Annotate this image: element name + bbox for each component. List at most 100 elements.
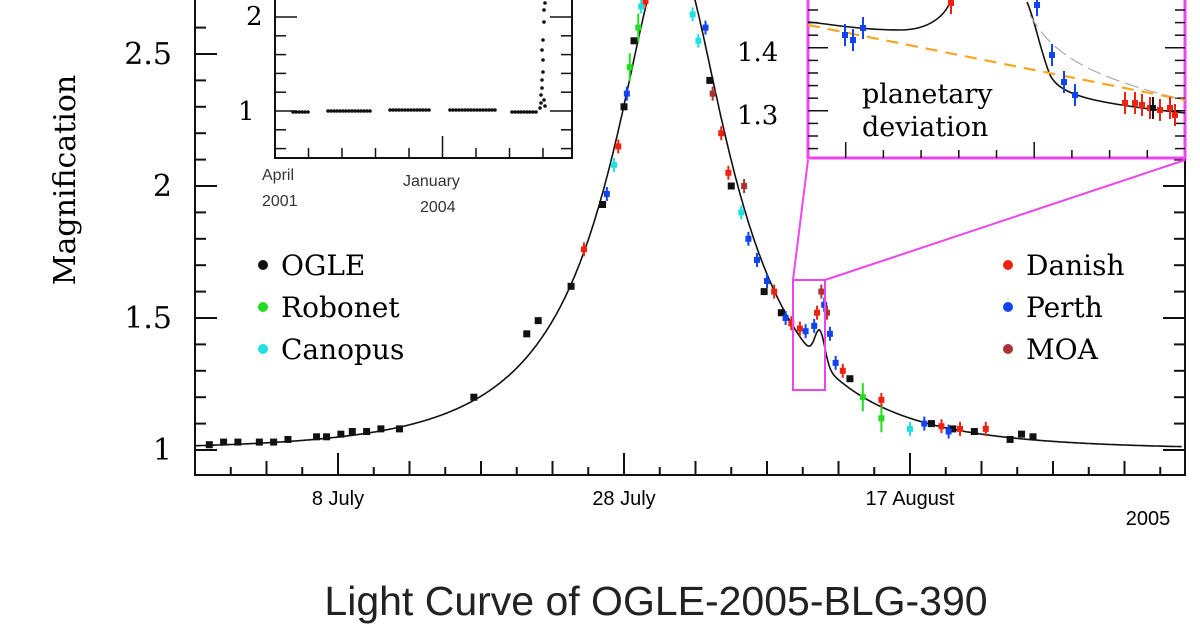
- inset-data-point: [1061, 79, 1067, 85]
- data-point-ogle: [323, 433, 331, 441]
- inset-data-point: [294, 110, 298, 114]
- plot-frame: [194, 0, 1186, 476]
- data-point-danish: [796, 325, 803, 332]
- inset-data-point: [1167, 105, 1173, 111]
- inset-data-point: [1049, 52, 1055, 58]
- data-point-ogle: [777, 309, 785, 317]
- inset-data-point: [531, 110, 535, 114]
- inset-data-point: [335, 109, 339, 113]
- inset-data-point: [540, 78, 544, 82]
- data-point-ogle: [630, 37, 638, 45]
- x-tick-label: 8 July: [312, 488, 364, 510]
- inset-data-point: [368, 109, 372, 113]
- inset-data-point: [1150, 105, 1156, 111]
- legend-marker: [1003, 260, 1013, 270]
- inset-long-term: 2 1 April 2001 January 2004: [238, 0, 573, 216]
- legend-marker: [258, 260, 268, 270]
- inset-data-point: [415, 108, 419, 112]
- data-point-canopus: [695, 37, 702, 44]
- inset-data-point: [1132, 100, 1138, 106]
- data-point-danish: [615, 143, 622, 150]
- data-point-moa: [818, 288, 825, 295]
- legend-label: Perth: [1026, 291, 1103, 324]
- inset-data-point: [400, 108, 404, 112]
- inset-data-point: [403, 108, 407, 112]
- data-point-danish: [839, 367, 846, 374]
- data-point-ogle: [284, 435, 292, 443]
- inset-data-point: [457, 108, 461, 112]
- inset-right-ytick: 1.4: [737, 38, 778, 68]
- inset-data-point: [525, 110, 529, 114]
- data-point-ogle: [846, 375, 854, 383]
- data-point-moa: [741, 183, 748, 189]
- inset-data-point: [466, 108, 470, 112]
- inset-data-point: [1072, 92, 1078, 98]
- inset-data-point: [860, 25, 866, 31]
- inset-data-point: [842, 32, 848, 38]
- inset-left-ytick: 1: [238, 97, 255, 127]
- inset-data-point: [541, 58, 545, 62]
- data-point-ogle: [1029, 433, 1037, 441]
- inset-data-point: [291, 110, 295, 114]
- inset-data-point: [454, 108, 458, 112]
- data-point-ogle: [534, 317, 542, 325]
- inset-data-point: [424, 108, 428, 112]
- data-point-ogle: [949, 425, 957, 433]
- inset-alt-model: [1029, 14, 1186, 101]
- inset-data-point: [359, 109, 363, 113]
- no-planet-model: [807, 23, 1186, 102]
- inset-data-point: [1172, 112, 1178, 118]
- inset-data-point: [412, 108, 416, 112]
- inset-planetary-deviation: 1.4 1.3 planetary deviation: [737, 0, 1187, 160]
- inset-data-point: [451, 108, 455, 112]
- inset-data-point: [394, 108, 398, 112]
- inset-data-point: [353, 109, 357, 113]
- y-tick-label: 1: [153, 433, 172, 468]
- data-point-ogle: [270, 438, 278, 446]
- inset-model-curve: [807, 1, 951, 31]
- inset-data-point: [409, 108, 413, 112]
- data-point-canopus: [738, 209, 745, 216]
- inset-data-point: [427, 108, 431, 112]
- data-point-danish: [642, 0, 649, 5]
- inset-data-point: [513, 110, 517, 114]
- zoom-connector-right: [824, 159, 1186, 281]
- inset-left-xlabel: 2004: [420, 199, 456, 216]
- inset-data-point: [1122, 100, 1128, 106]
- data-point-ogle: [620, 103, 628, 111]
- inset-data-point: [541, 38, 545, 42]
- data-point-danish: [788, 320, 795, 327]
- y-tick-label: 2: [153, 169, 172, 204]
- data-point-ogle: [706, 76, 714, 84]
- data-point-danish: [718, 130, 725, 137]
- y-axis-label: Magnification: [48, 75, 83, 285]
- legend-marker: [1003, 302, 1013, 312]
- inset-data-point: [297, 110, 301, 114]
- data-point-ogle: [395, 425, 403, 433]
- data-point-robonet: [626, 64, 633, 71]
- inset-data-point: [540, 86, 544, 90]
- data-point-ogle: [1006, 435, 1014, 443]
- data-point-perth: [811, 322, 818, 329]
- legend-label: Canopus: [281, 333, 404, 366]
- data-point-ogle: [760, 288, 768, 296]
- x-tick-label: 28 July: [592, 488, 655, 510]
- data-point-ogle: [927, 420, 935, 428]
- data-point-ogle: [377, 425, 385, 433]
- data-point-robonet: [878, 415, 885, 422]
- data-point-perth: [603, 190, 610, 197]
- inset-data-point: [303, 110, 307, 114]
- inset-data-point: [350, 109, 354, 113]
- data-point-ogle: [599, 200, 607, 208]
- data-point-perth: [623, 90, 630, 97]
- data-point-ogle: [313, 433, 321, 441]
- inset-data-point: [448, 108, 452, 112]
- data-point-canopus: [638, 3, 645, 10]
- inset-data-point: [475, 108, 479, 112]
- data-point-ogle: [348, 428, 356, 436]
- inset-data-point: [542, 20, 546, 24]
- inset-data-point: [344, 109, 348, 113]
- inset-data-point: [397, 108, 401, 112]
- legend-left: OGLE Robonet Canopus: [258, 249, 404, 366]
